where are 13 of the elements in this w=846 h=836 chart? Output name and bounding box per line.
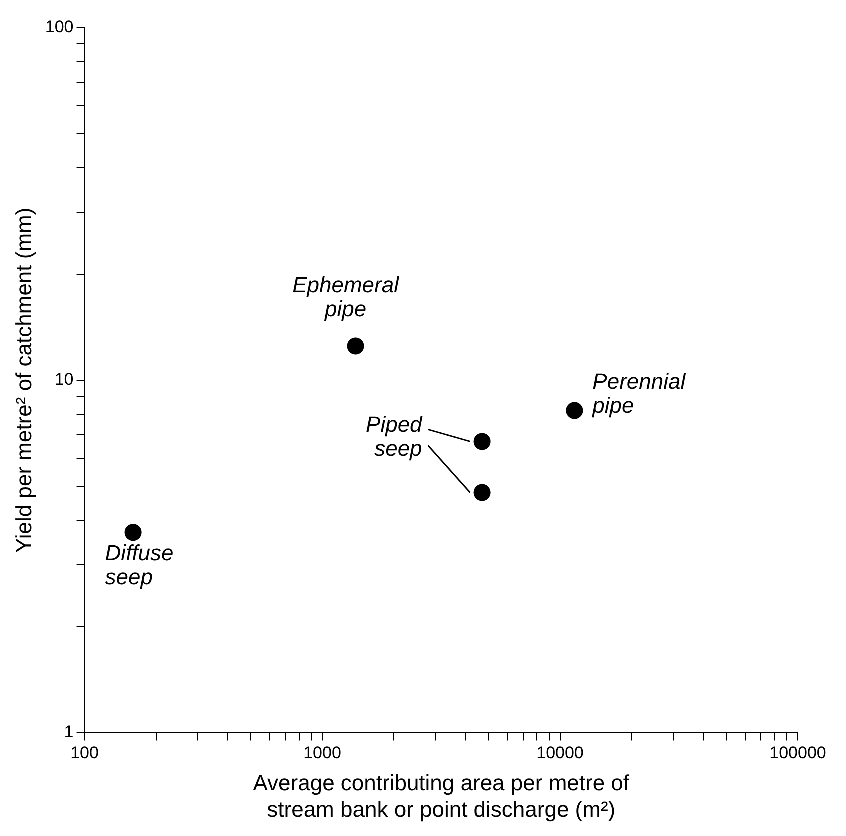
y-tick-label: 1 — [64, 722, 74, 742]
x-tick-label: 100000 — [770, 744, 826, 763]
x-tick-label: 1000 — [304, 744, 342, 763]
x-tick-label: 100 — [70, 744, 99, 763]
x-axis-title: Average contributing area per metre of stream bank or point discharge (m²) — [253, 770, 630, 822]
y-axis-title: Yield per metre² of catchment (mm) — [11, 208, 36, 553]
annotation: Ephemeral pipe — [292, 272, 400, 322]
annotation: Diffuse seep — [105, 540, 174, 590]
y-tick-label: 100 — [45, 18, 74, 37]
y-tick-label: 10 — [54, 370, 74, 390]
annotation: Perennial pipe — [592, 368, 687, 418]
x-tick-label: 10000 — [536, 744, 584, 763]
annotation: Piped seep — [366, 412, 424, 461]
